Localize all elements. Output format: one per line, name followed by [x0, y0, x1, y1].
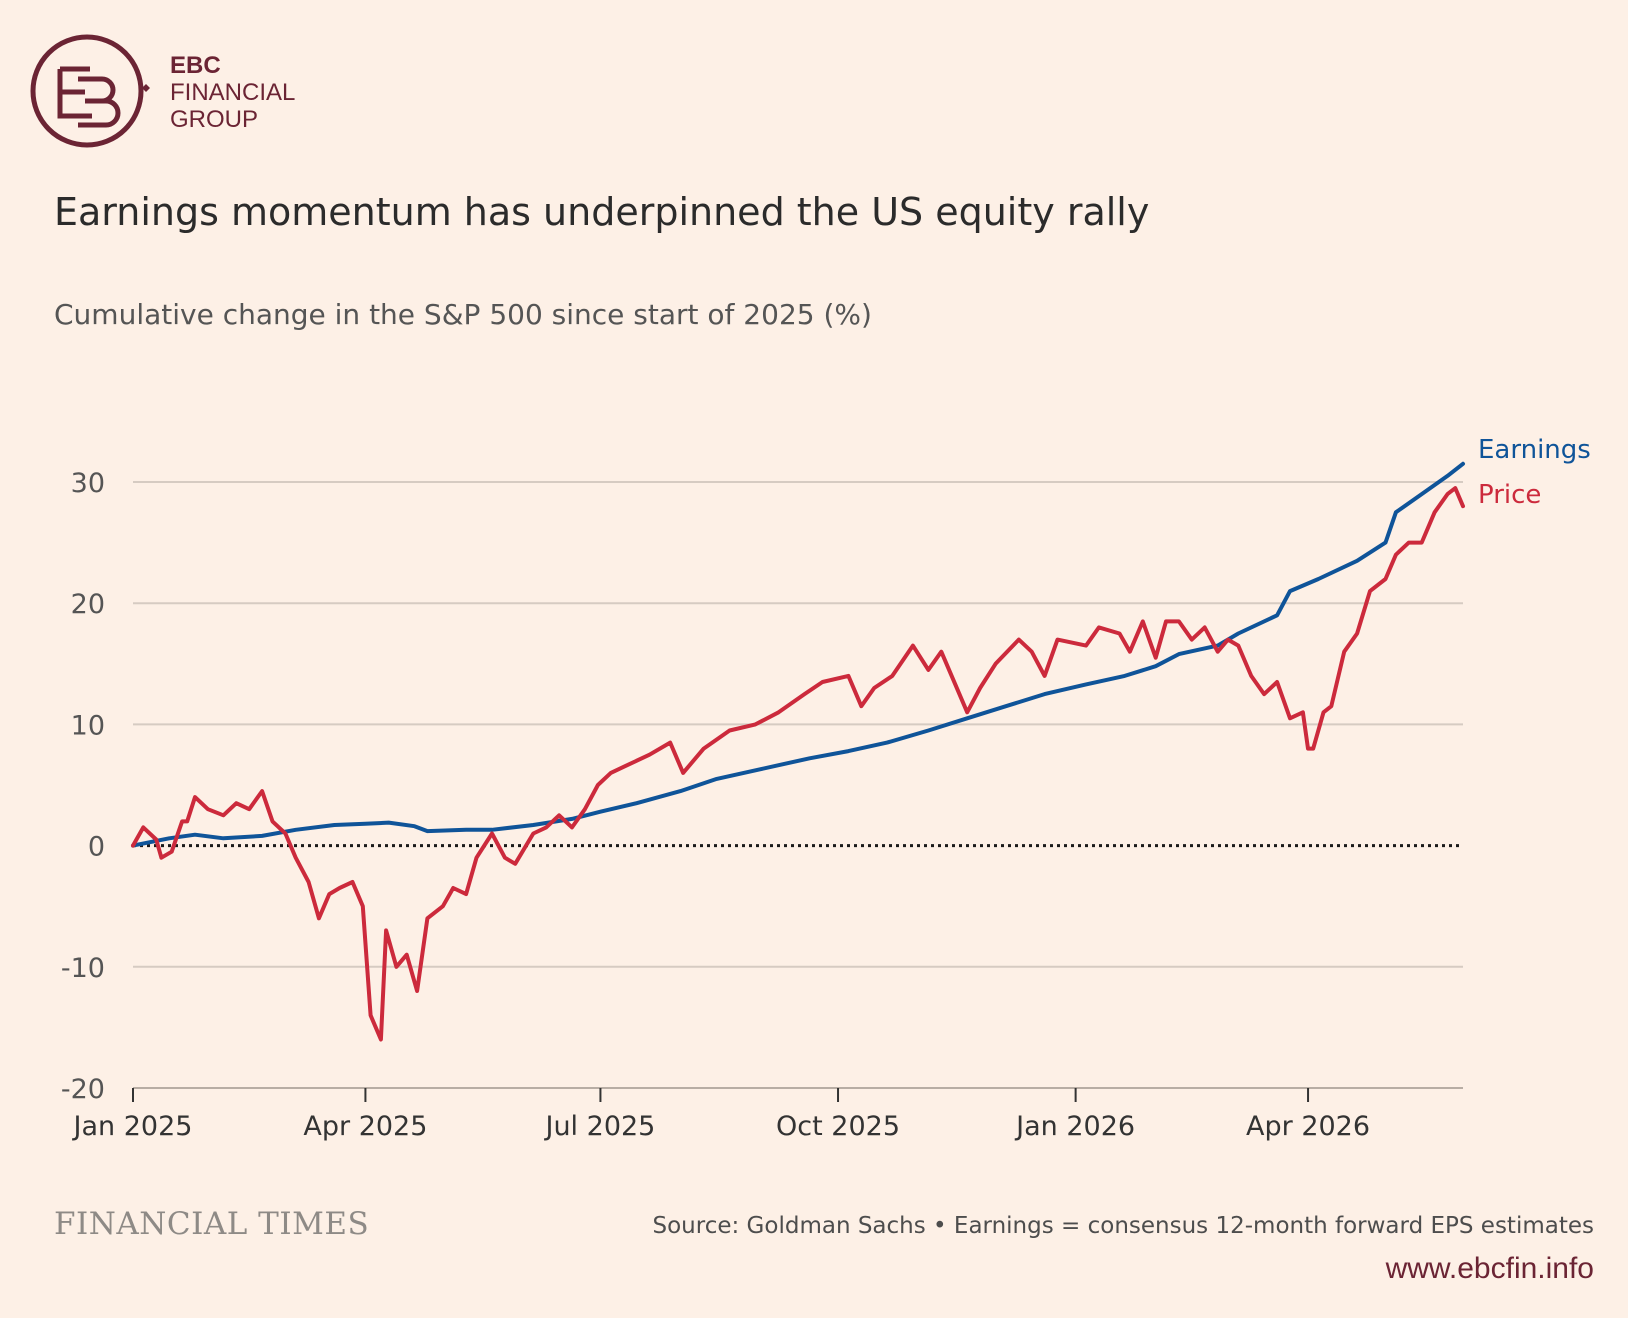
ft-brand: FINANCIAL TIMES [54, 1206, 370, 1242]
x-tick-label: Jul 2025 [543, 1111, 655, 1142]
y-tick-label: -20 [61, 1074, 105, 1105]
source-note: Source: Goldman Sachs • Earnings = conse… [652, 1213, 1595, 1239]
y-tick-label: 0 [88, 832, 105, 863]
logo-line-ebc: EBC [170, 52, 221, 79]
ebc-monogram-icon [30, 34, 150, 148]
chart-title: Earnings momentum has underpinned the US… [54, 190, 1150, 234]
ebc-logo: EBC FINANCIAL GROUP [30, 34, 350, 154]
y-tick-label: 20 [71, 589, 105, 620]
y-tick-label: 10 [71, 710, 105, 741]
x-tick-label: Jan 2026 [1014, 1111, 1135, 1142]
logo-line-group: GROUP [170, 106, 259, 133]
y-tick-label: 30 [71, 468, 105, 499]
x-tick-label: Jan 2025 [72, 1111, 193, 1142]
series-label-earnings: Earnings [1478, 435, 1591, 465]
x-tick-label: Oct 2025 [776, 1111, 900, 1142]
chart-subtitle: Cumulative change in the S&P 500 since s… [54, 298, 872, 331]
series-line-earnings [131, 461, 1465, 848]
logo-text: EBC FINANCIAL GROUP [170, 52, 295, 133]
logo-line-financial: FINANCIAL [170, 79, 296, 106]
x-tick-label: Apr 2026 [1246, 1111, 1370, 1142]
series-line-price [131, 486, 1465, 1042]
website-url: www.ebcfin.info [1385, 1252, 1594, 1285]
x-tick-label: Apr 2025 [303, 1111, 427, 1142]
series-label-price: Price [1478, 480, 1541, 510]
y-tick-label: -10 [61, 953, 105, 984]
